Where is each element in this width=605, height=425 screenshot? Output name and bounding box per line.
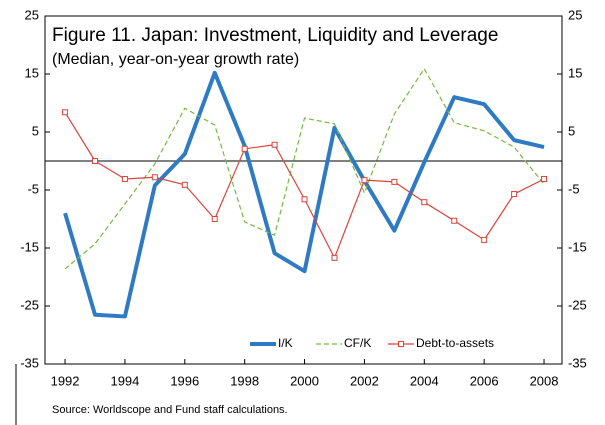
legend-marker: [398, 341, 404, 347]
y-tick-label: -5: [27, 181, 39, 196]
x-tick-label: 1994: [110, 373, 139, 388]
y-tick-label: 15: [25, 65, 39, 80]
x-tick-label: 2002: [350, 373, 379, 388]
series-marker: [541, 175, 548, 182]
series-marker: [511, 191, 518, 198]
series-marker: [211, 216, 218, 222]
legend-label: I/K: [278, 336, 293, 350]
x-tick-label: 1996: [170, 373, 199, 388]
legend-label: CF/K: [344, 336, 371, 350]
series-marker: [91, 158, 98, 164]
x-tick-label: 1998: [230, 373, 259, 388]
y2-tick-label: -15: [568, 239, 587, 254]
x-tick-label: 2000: [290, 373, 319, 388]
series-marker: [421, 199, 428, 206]
series-marker: [301, 196, 308, 203]
chart-title: Figure 11. Japan: Investment, Liquidity …: [52, 25, 498, 46]
y2-tick-label: 15: [568, 65, 582, 80]
series-line: [63, 70, 545, 319]
y2-tick-label: -25: [568, 297, 587, 312]
series-marker: [241, 145, 248, 152]
series-marker: [331, 254, 338, 261]
x-tick-label: 2006: [470, 373, 499, 388]
x-tick-label: 1992: [51, 373, 80, 388]
y-tick-label: 5: [32, 123, 39, 138]
y-tick-label: -25: [20, 297, 39, 312]
legend-label: Debt-to-assets: [416, 336, 494, 350]
y2-tick-label: -35: [568, 355, 587, 370]
y-tick-label: -15: [20, 239, 39, 254]
series-marker: [271, 141, 278, 148]
source-note: Source: Worldscope and Fund staff calcul…: [52, 404, 288, 416]
y2-tick-label: -5: [568, 181, 580, 196]
series-marker: [151, 174, 158, 181]
series-marker: [451, 217, 458, 224]
y2-tick-label: 25: [568, 7, 582, 22]
series-marker: [391, 178, 398, 185]
x-tick-label: 2004: [410, 373, 439, 388]
y-tick-label: -35: [20, 355, 39, 370]
series-marker: [181, 181, 188, 188]
y-tick-label: 25: [25, 7, 39, 22]
series-line: [64, 68, 545, 270]
series-line: [64, 111, 545, 259]
chart-subtitle: (Median, year-on-year growth rate): [52, 51, 299, 68]
y2-tick-label: 5: [568, 123, 575, 138]
x-tick-label: 2008: [530, 373, 559, 388]
series-marker: [121, 175, 128, 182]
series-marker: [361, 177, 368, 184]
series-marker: [62, 109, 69, 116]
series-marker: [481, 236, 488, 243]
